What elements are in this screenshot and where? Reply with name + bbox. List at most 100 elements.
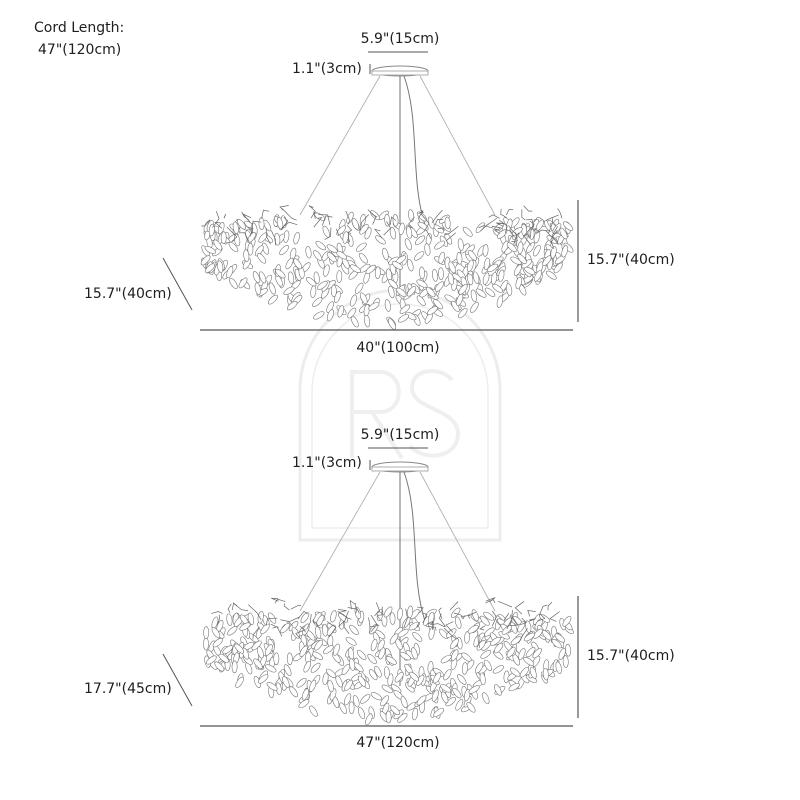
branch: [223, 213, 227, 219]
leaf: [510, 636, 522, 646]
leaf: [532, 647, 542, 659]
leaf: [408, 209, 415, 222]
leaf: [337, 305, 345, 318]
branch: [349, 599, 356, 610]
branch: [430, 623, 446, 628]
leaf: [206, 655, 217, 665]
leaf: [226, 613, 233, 626]
leaf: [519, 666, 529, 678]
leaf: [234, 233, 241, 247]
branch: [246, 226, 254, 237]
branch: [297, 610, 308, 620]
branch: [290, 604, 302, 610]
leaf: [350, 264, 361, 273]
branch: [369, 624, 380, 627]
branch: [449, 601, 459, 611]
leaf: [293, 232, 300, 245]
leaf: [484, 287, 496, 297]
leaf: [323, 264, 330, 277]
leaf: [335, 675, 343, 688]
leaf: [279, 245, 289, 256]
leaf: [296, 678, 307, 688]
leaf: [496, 295, 504, 308]
leaf: [496, 229, 508, 239]
cord-length-value: 47"(120cm): [38, 42, 122, 58]
leaf: [384, 213, 391, 227]
leaf: [266, 682, 278, 691]
leaf: [411, 647, 418, 660]
branch: [438, 607, 443, 620]
leaf: [235, 676, 244, 688]
leaf: [391, 261, 403, 270]
leaf: [417, 221, 429, 231]
leaf: [231, 660, 238, 674]
canopy-width-label: 5.9"(15cm): [360, 427, 440, 443]
leaf: [268, 282, 276, 295]
leaf: [382, 247, 389, 261]
leaf: [533, 270, 542, 282]
leaf: [257, 253, 267, 264]
leaf: [389, 705, 401, 716]
branch: [308, 205, 316, 219]
branch: [438, 613, 446, 628]
leaf: [467, 250, 477, 261]
branch: [232, 602, 249, 612]
branch: [537, 614, 546, 622]
leaf: [349, 658, 356, 671]
leaf-cluster: [203, 605, 574, 726]
leaf: [498, 269, 505, 282]
canopy-plate: [371, 70, 429, 76]
leaf: [483, 257, 490, 271]
branch: [503, 612, 510, 621]
leaf: [310, 285, 317, 298]
branch: [506, 610, 513, 630]
leaf: [200, 255, 211, 266]
leaf: [357, 675, 367, 687]
leaf: [305, 246, 312, 259]
branch: [374, 602, 381, 617]
leaf: [482, 692, 490, 705]
leaf: [359, 292, 368, 305]
branch: [217, 614, 220, 626]
branch: [408, 216, 415, 229]
leaf: [434, 281, 445, 292]
leaf: [383, 606, 393, 618]
leaf: [462, 226, 473, 237]
leaf: [349, 624, 359, 636]
leaf: [303, 660, 312, 673]
leaf: [232, 221, 239, 235]
leaf: [339, 702, 347, 714]
height-label: 15.7"(40cm): [587, 648, 675, 664]
leaf: [380, 695, 389, 707]
leaf: [211, 626, 221, 639]
leaf: [274, 232, 281, 246]
leaf: [283, 286, 295, 296]
branch: [211, 611, 223, 614]
branch: [453, 612, 463, 616]
leaf: [424, 243, 431, 256]
leaf: [309, 705, 318, 717]
leaf: [542, 630, 552, 641]
leaf: [458, 284, 468, 295]
branch: [295, 629, 306, 640]
leaf: [260, 623, 270, 635]
leaf: [455, 699, 464, 711]
branch: [313, 211, 318, 219]
branch: [529, 618, 536, 622]
leaf: [345, 636, 357, 646]
leaf: [451, 607, 461, 618]
leaf: [525, 647, 536, 658]
leaf: [217, 260, 224, 273]
branch: [518, 628, 528, 644]
leaf: [479, 672, 486, 686]
leaf: [330, 610, 337, 623]
leaf: [414, 235, 426, 246]
leaf: [254, 245, 264, 257]
leaf: [323, 645, 334, 655]
leaf: [218, 653, 230, 663]
leaf: [510, 256, 522, 265]
leaf: [447, 272, 454, 286]
leaf: [388, 285, 395, 299]
branch: [306, 613, 312, 630]
